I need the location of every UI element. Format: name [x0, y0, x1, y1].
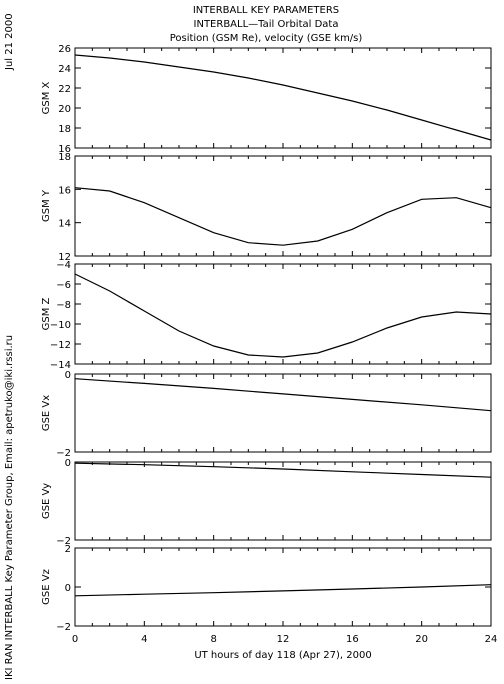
panel-frame: [74, 263, 492, 365]
panel-frame: [74, 47, 492, 149]
panel-6: −2 0 2 GSE Vz: [41, 544, 492, 633]
y-tick-label: 18: [58, 152, 71, 163]
series-line: [74, 187, 492, 246]
y-tick-label: −4: [56, 260, 71, 271]
y-tick-label: 24: [58, 64, 71, 75]
y-tick-label: 22: [58, 84, 71, 95]
y-axis-label: GSM Y: [41, 189, 52, 222]
y-tick-label: −10: [50, 320, 71, 331]
y-tick-label: −2: [56, 622, 71, 633]
series-line: [74, 273, 492, 358]
x-tick-label: 8: [210, 634, 216, 645]
y-tick-label: −14: [50, 360, 71, 371]
y-axis-label: GSE Vz: [41, 569, 52, 605]
y-tick-label: −2: [56, 536, 71, 547]
y-tick-label: 18: [58, 124, 71, 135]
x-tick-label: 4: [141, 634, 147, 645]
panel-frame: [74, 155, 492, 257]
x-tick-label: 16: [346, 634, 359, 645]
y-tick-label: 14: [58, 219, 71, 230]
y-tick-label: 12: [58, 252, 71, 263]
figure-title-line3: Position (GSM Re), velocity (GSE km/s): [170, 33, 363, 44]
y-tick-label: 16: [58, 185, 71, 196]
figure-title-line1: INTERBALL KEY PARAMETERS: [193, 5, 339, 16]
panel-frame: [74, 461, 492, 541]
y-tick-label: 16: [58, 144, 71, 155]
panel-5: −2 0 GSE Vy: [41, 458, 492, 547]
series-line: [74, 462, 492, 478]
y-axis-label: GSE Vx: [41, 395, 52, 431]
credit-label: IKI RAN INTERBALL Key Parameter Group, E…: [4, 335, 15, 680]
y-axis-label: GSM X: [41, 81, 52, 114]
y-tick-label: 20: [58, 104, 71, 115]
x-tick-label: 20: [415, 634, 428, 645]
date-label: Jul 21 2000: [4, 13, 15, 71]
panel-frame: [74, 373, 492, 453]
y-tick-label: 0: [65, 370, 71, 381]
x-tick-label: 12: [277, 634, 290, 645]
series-line: [74, 378, 492, 412]
y-tick-label: −12: [50, 340, 71, 351]
figure-title-line2: INTERBALL—Tail Orbital Data: [194, 19, 339, 30]
y-tick-label: 2: [65, 544, 71, 555]
y-tick-label: 0: [65, 583, 71, 594]
x-axis-label: UT hours of day 118 (Apr 27), 2000: [194, 650, 371, 661]
y-tick-label: −2: [56, 448, 71, 459]
x-tick-label: 0: [72, 634, 78, 645]
y-tick-label: −8: [56, 300, 71, 311]
y-tick-label: −6: [56, 280, 71, 291]
series-line: [74, 54, 492, 141]
panel-1: 16 18 20 22 24 26 GSM X: [41, 44, 492, 155]
panel-2: 12 14 16 18 GSM Y: [41, 152, 492, 263]
x-tick-label: 24: [485, 634, 498, 645]
y-axis-label: GSE Vy: [41, 483, 52, 519]
panel-4: −2 0 GSE Vx: [41, 370, 492, 459]
y-tick-label: 26: [58, 44, 71, 55]
series-line: [74, 584, 492, 597]
y-tick-label: 0: [65, 458, 71, 469]
panel-3: −14 −12 −10 −8 −6 −4 GSM Z: [41, 260, 492, 371]
y-axis-label: GSM Z: [41, 297, 52, 330]
